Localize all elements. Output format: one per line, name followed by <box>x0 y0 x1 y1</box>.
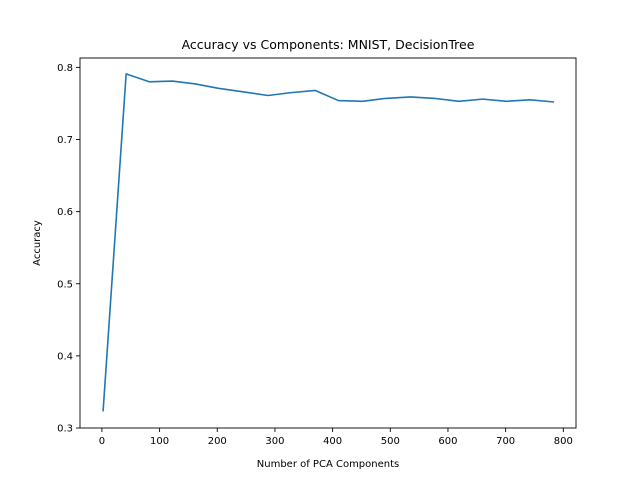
y-tick-label-0.8: 0.8 <box>57 63 73 74</box>
x-tick-label-100: 100 <box>150 436 169 447</box>
x-tick-label-600: 600 <box>438 436 457 447</box>
y-tick-label-0.4: 0.4 <box>57 351 73 362</box>
plot-area: 0 100 200 300 400 500 600 700 800 0.3 0.4 0.5 0.6 0.7… <box>57 63 573 447</box>
x-tick-label-500: 500 <box>381 436 400 447</box>
x-tick-label-300: 300 <box>265 436 284 447</box>
y-axis-label: Accuracy <box>32 220 43 266</box>
y-tick-label-0.6: 0.6 <box>57 207 73 218</box>
x-tick-label-800: 800 <box>554 436 573 447</box>
y-tick-label-0.7: 0.7 <box>57 135 73 146</box>
y-tick-label-0.5: 0.5 <box>57 279 73 290</box>
axes-frame <box>79 57 577 429</box>
x-tick-label-200: 200 <box>208 436 227 447</box>
x-tick-label-0: 0 <box>99 436 105 447</box>
y-tick-label-0.3: 0.3 <box>57 424 73 435</box>
series-line-0 <box>102 73 555 412</box>
x-tick-label-400: 400 <box>323 436 342 447</box>
chart-title: Accuracy vs Components: MNIST, DecisionT… <box>182 37 475 52</box>
x-axis-label: Number of PCA Components <box>257 459 399 470</box>
x-tick-label-700: 700 <box>496 436 515 447</box>
